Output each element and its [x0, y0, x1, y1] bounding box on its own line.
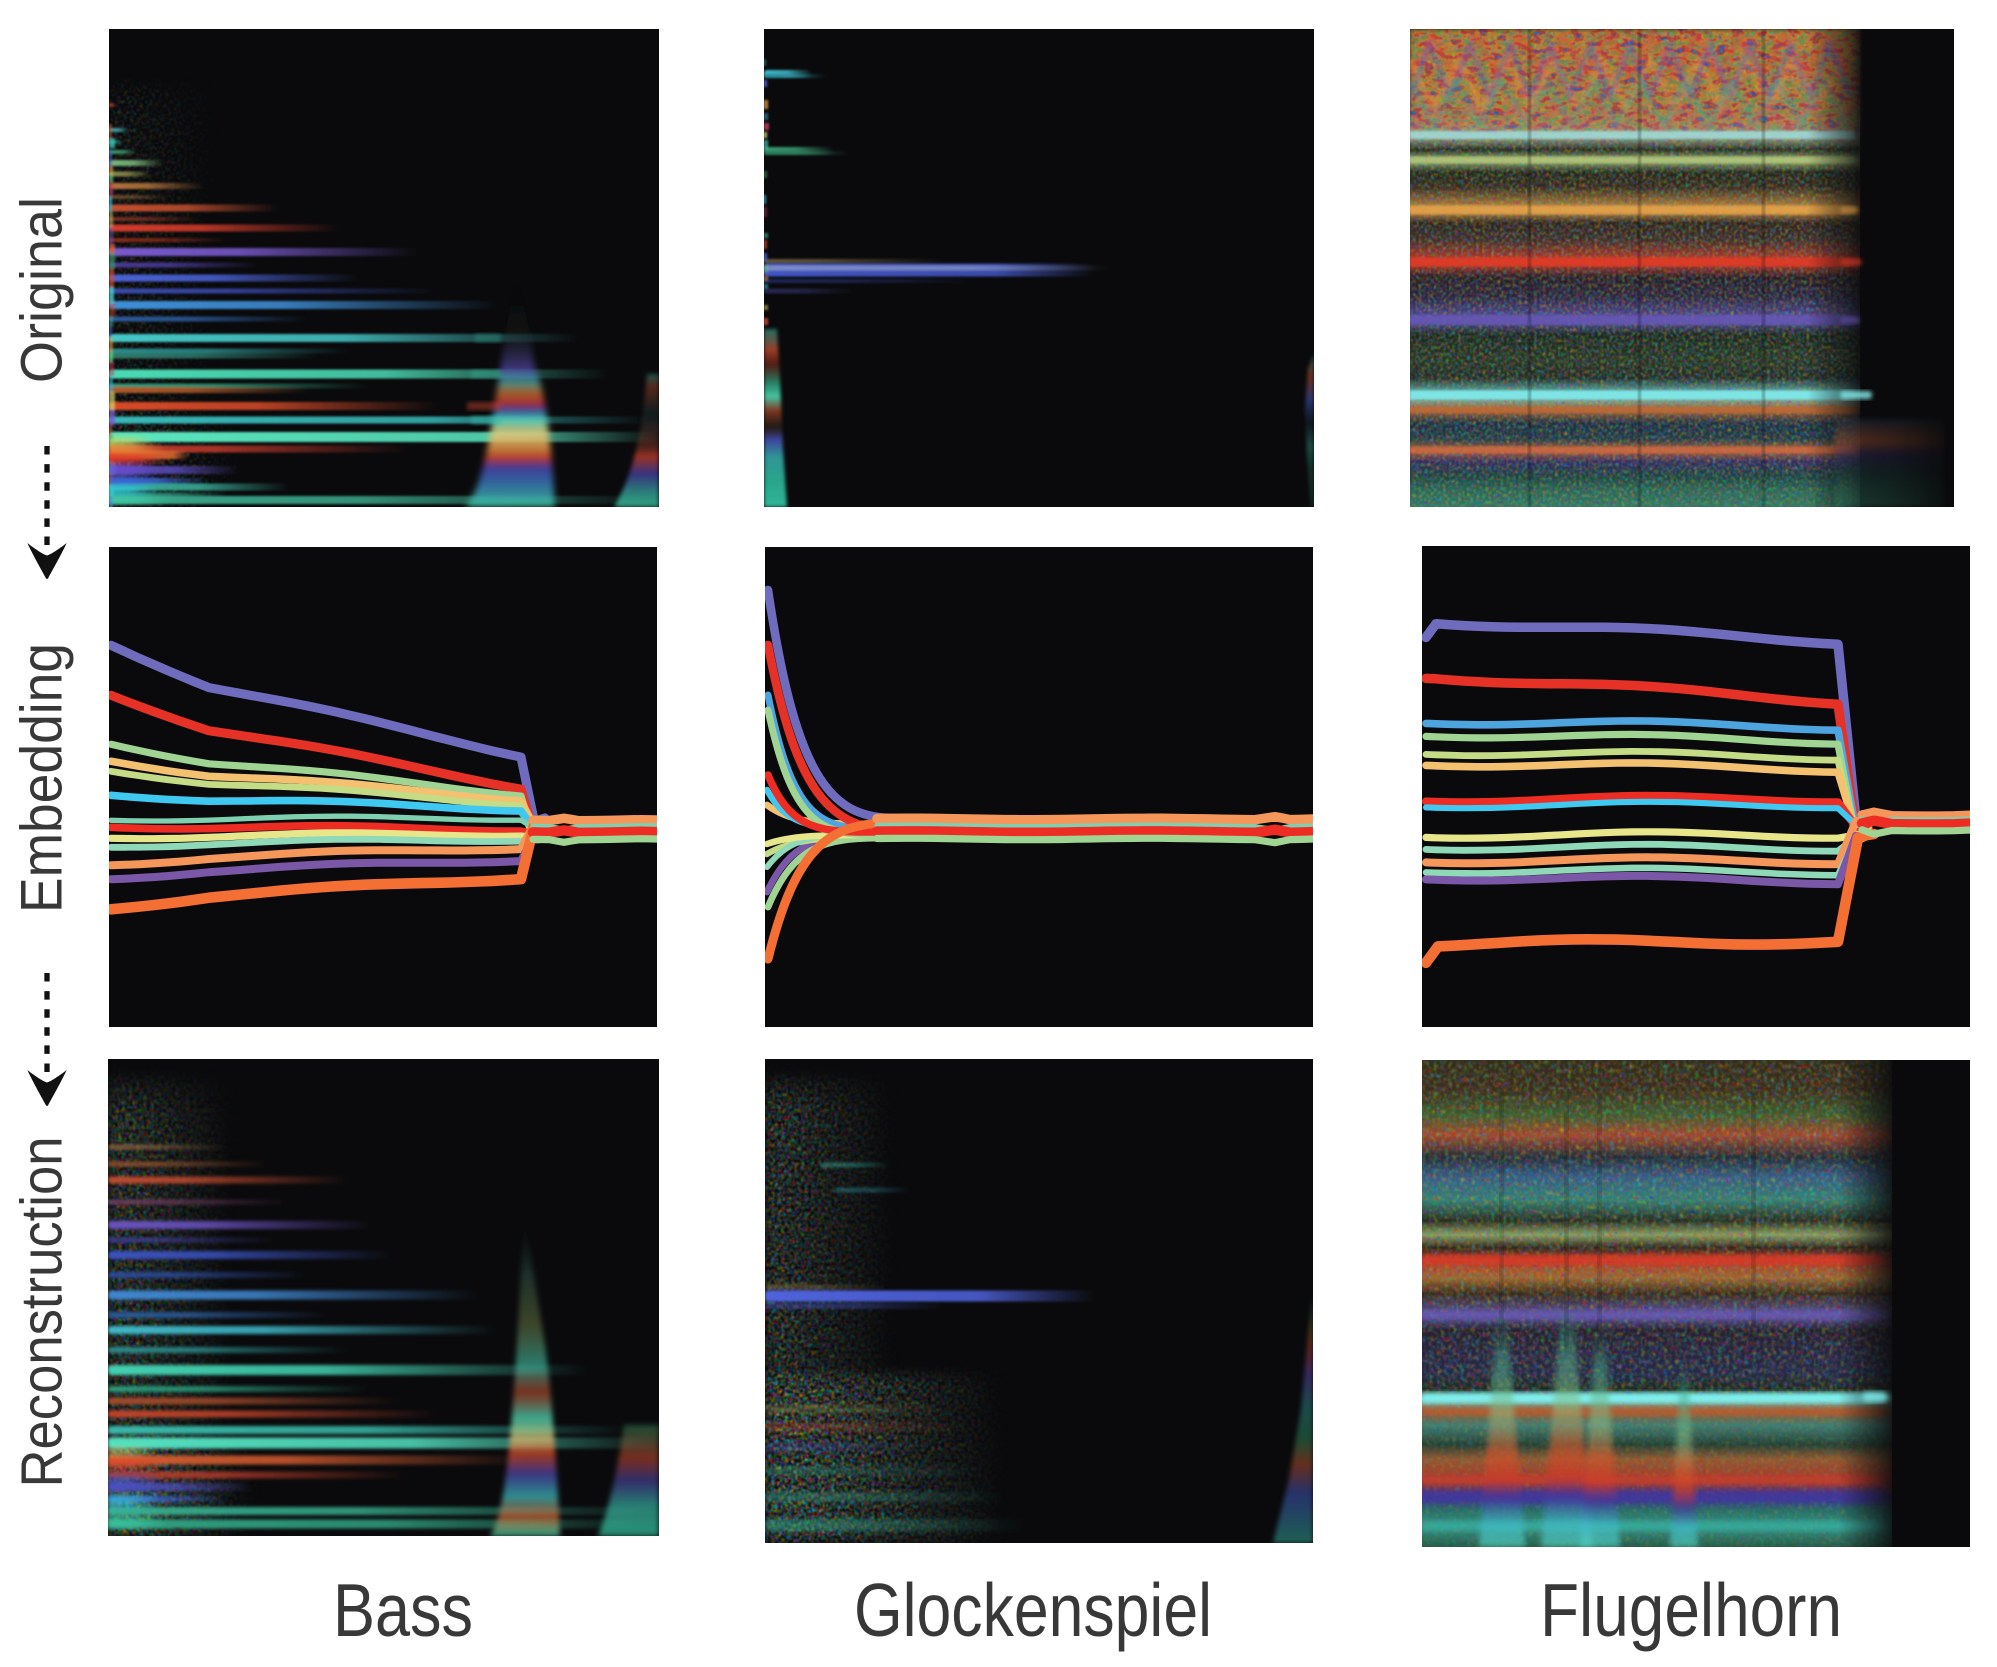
- svg-text:Bass: Bass: [333, 1568, 473, 1652]
- svg-text:Original: Original: [10, 197, 75, 383]
- svg-text:Reconstruction: Reconstruction: [10, 1137, 75, 1488]
- svg-text:Flugelhorn: Flugelhorn: [1540, 1568, 1842, 1652]
- svg-text:Glockenspiel: Glockenspiel: [854, 1568, 1212, 1652]
- svg-text:Embedding: Embedding: [10, 643, 75, 913]
